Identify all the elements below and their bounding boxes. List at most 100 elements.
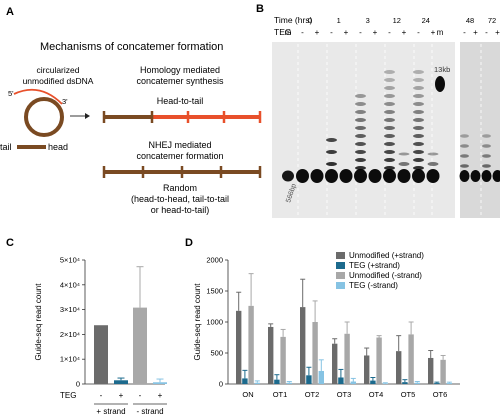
gel-band [482, 154, 491, 158]
d-bar [370, 380, 376, 384]
teg-plus-label: + [495, 28, 500, 37]
c-group-label: - strand [136, 407, 163, 416]
new-junctions-icon [186, 111, 262, 123]
gel-band [413, 118, 424, 122]
gel-band [413, 142, 424, 146]
gel-band [384, 118, 395, 122]
gel-band [384, 150, 395, 154]
gel-band [384, 158, 395, 162]
d-legend-swatch [336, 272, 345, 279]
d-category-label: ON [242, 390, 253, 399]
teg-minus-label: - [485, 28, 488, 37]
gel-band [326, 150, 337, 154]
teg-minus-label: - [301, 28, 304, 37]
random-label: Random [163, 183, 197, 193]
c-teg-sign: - [139, 391, 142, 400]
unmodified-dsdna-label: unmodified dsDNA [23, 76, 94, 86]
head-to-tail-label: Head-to-tail [157, 96, 204, 106]
d-category-label: OT2 [305, 390, 320, 399]
gel-band [460, 164, 469, 168]
gel-band [355, 110, 366, 114]
panel-d-chart: D 0 500 1000 1500 2000 Guide-seq read count ON… [185, 237, 460, 399]
d-y-tick-label: 2000 [206, 256, 223, 265]
nhej-concatemer-label: concatemer formation [136, 151, 223, 161]
d-bar [332, 343, 338, 384]
d-bar [428, 357, 434, 384]
d-legend-swatch [336, 252, 345, 259]
gel-band [482, 164, 491, 168]
d-category-label: OT1 [273, 390, 288, 399]
homology-mediated-label: Homology mediated [140, 65, 220, 75]
d-bar [318, 370, 324, 384]
gel-band [355, 118, 366, 122]
gel-band [368, 169, 382, 183]
d-bar [434, 383, 440, 384]
gel-band [354, 169, 367, 183]
gel-band [355, 158, 366, 162]
d-bar [280, 336, 286, 384]
c-y-axis-label: Guide-seq read count [34, 283, 43, 361]
d-legend-label: TEG (-strand) [349, 281, 398, 290]
d-category-label: OT4 [369, 390, 384, 399]
circular-dna-icon [24, 97, 64, 137]
gel-band [460, 154, 469, 158]
c-group-label: + strand [96, 407, 125, 416]
gel-image-side [460, 42, 500, 218]
timepoint-label: 1 [337, 16, 341, 25]
c-teg-sign: + [119, 391, 124, 400]
teg-plus-label: + [402, 28, 407, 37]
gel-band [398, 152, 410, 156]
d-bar [268, 326, 274, 384]
panel-b-label: B [256, 3, 264, 15]
gel-band [326, 162, 337, 166]
gel-band [355, 166, 366, 170]
d-bar [376, 337, 382, 384]
three-prime-label: 3' [62, 97, 68, 106]
gel-band [413, 78, 424, 82]
gel-band [383, 169, 396, 183]
nhej-mediated-label: NHEJ mediated [148, 140, 211, 150]
marker-label: m [285, 28, 292, 37]
head-label: head [48, 142, 68, 152]
gel-band [384, 102, 395, 106]
d-bar [274, 379, 280, 384]
gel-band [296, 169, 309, 183]
d-legend-swatch [336, 282, 345, 289]
d-y-tick-label: 1500 [206, 287, 223, 296]
d-bar [242, 378, 248, 384]
timepoint-label: 72 [488, 16, 496, 25]
c-bar [114, 380, 128, 384]
timepoint-label: 0 [308, 16, 312, 25]
gel-band [355, 94, 366, 98]
random-desc-label-2: or head-to-tail) [151, 205, 210, 215]
gel-band [384, 134, 395, 138]
d-category-label: OT3 [337, 390, 352, 399]
d-bar [364, 355, 370, 384]
tail-label: tail [0, 142, 12, 152]
d-category-label: OT5 [401, 390, 416, 399]
gel-band [326, 138, 337, 142]
gel-band [413, 126, 424, 130]
c-y-tick-label: 0 [76, 380, 80, 389]
panel-c-chart: C 0 1×10⁴ 2×10⁴ 3×10⁴ 4×10⁴ 5×10⁴ Guide-seq re… [6, 237, 167, 416]
d-bar [254, 382, 260, 384]
gel-band [426, 169, 440, 183]
d-legend-label: Unmodified (+strand) [349, 251, 424, 260]
c-bar [153, 382, 167, 384]
c-bar [133, 307, 147, 384]
gel-band [384, 166, 395, 170]
gel-band [397, 169, 411, 183]
d-y-tick-label: 0 [219, 380, 223, 389]
concatemer-synthesis-label: concatemer synthesis [136, 76, 224, 86]
gel-band [325, 169, 338, 183]
gel-image-main [272, 42, 455, 218]
panel-d-label: D [185, 237, 193, 249]
gel-band [460, 134, 469, 138]
gel-band [412, 169, 425, 183]
gel-lane-dividers [297, 44, 482, 216]
d-bar [248, 305, 254, 384]
gel-band [355, 102, 366, 106]
d-bar [300, 307, 306, 384]
c-teg-sign: + [158, 391, 163, 400]
